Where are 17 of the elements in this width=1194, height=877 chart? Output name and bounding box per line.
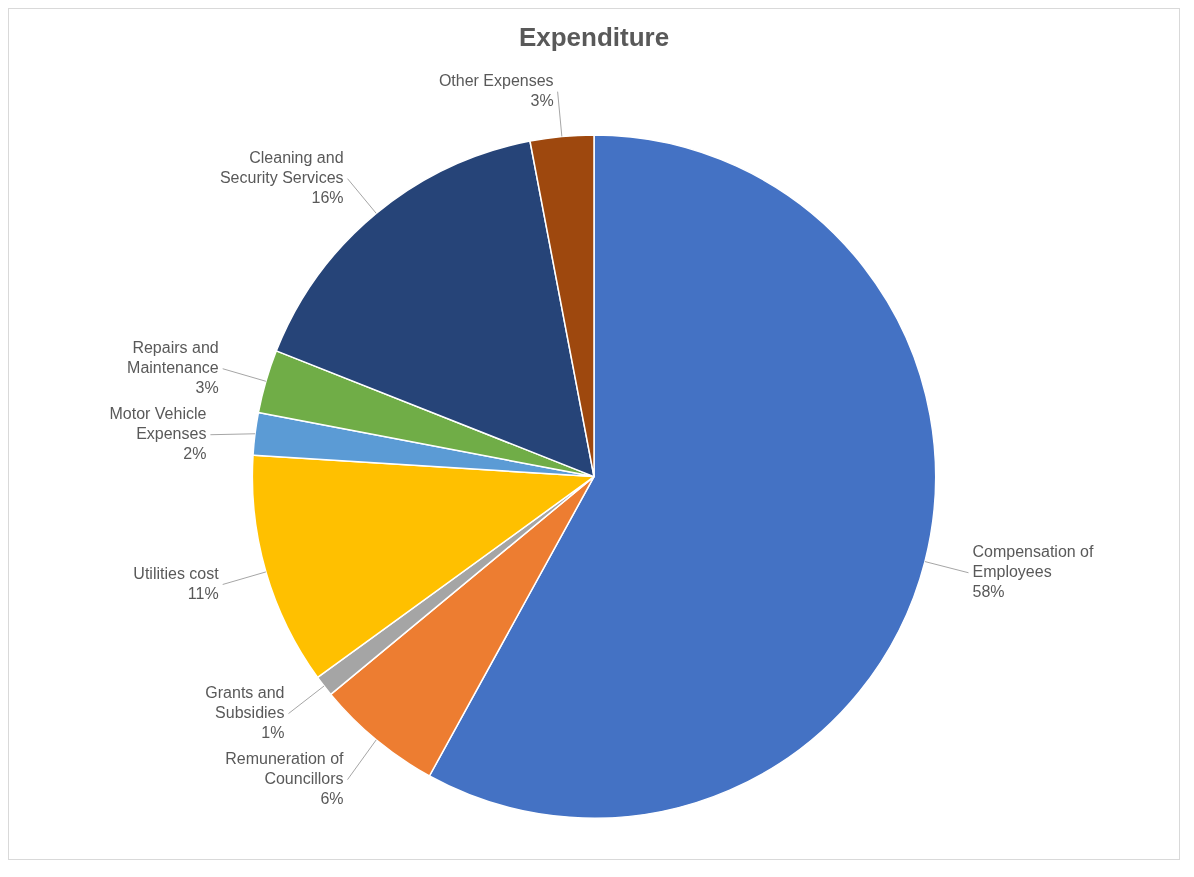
slice-label: Motor Vehicle Expenses [109,405,207,443]
slice-label: Cleaning and Security Services [219,149,344,187]
slice-label: Grants and Subsidies [205,683,285,721]
data-label: 16% [311,189,344,207]
chart-title: Expenditure [518,21,670,52]
slice-label: Remuneration of Councillors [225,749,345,787]
slice-label: Compensation of Employees [972,543,1095,581]
slice-label: Repairs and Maintenance [127,339,219,377]
data-label: 6% [320,789,344,807]
data-label: 3% [530,92,554,110]
data-label: 1% [261,723,285,741]
slice-label: Utilities cost [133,564,220,582]
data-label: 2% [183,445,207,463]
data-label: 58% [972,583,1005,601]
data-label: 3% [195,379,219,397]
slice-label: Other Expenses [438,72,554,90]
data-label: 11% [187,584,219,602]
